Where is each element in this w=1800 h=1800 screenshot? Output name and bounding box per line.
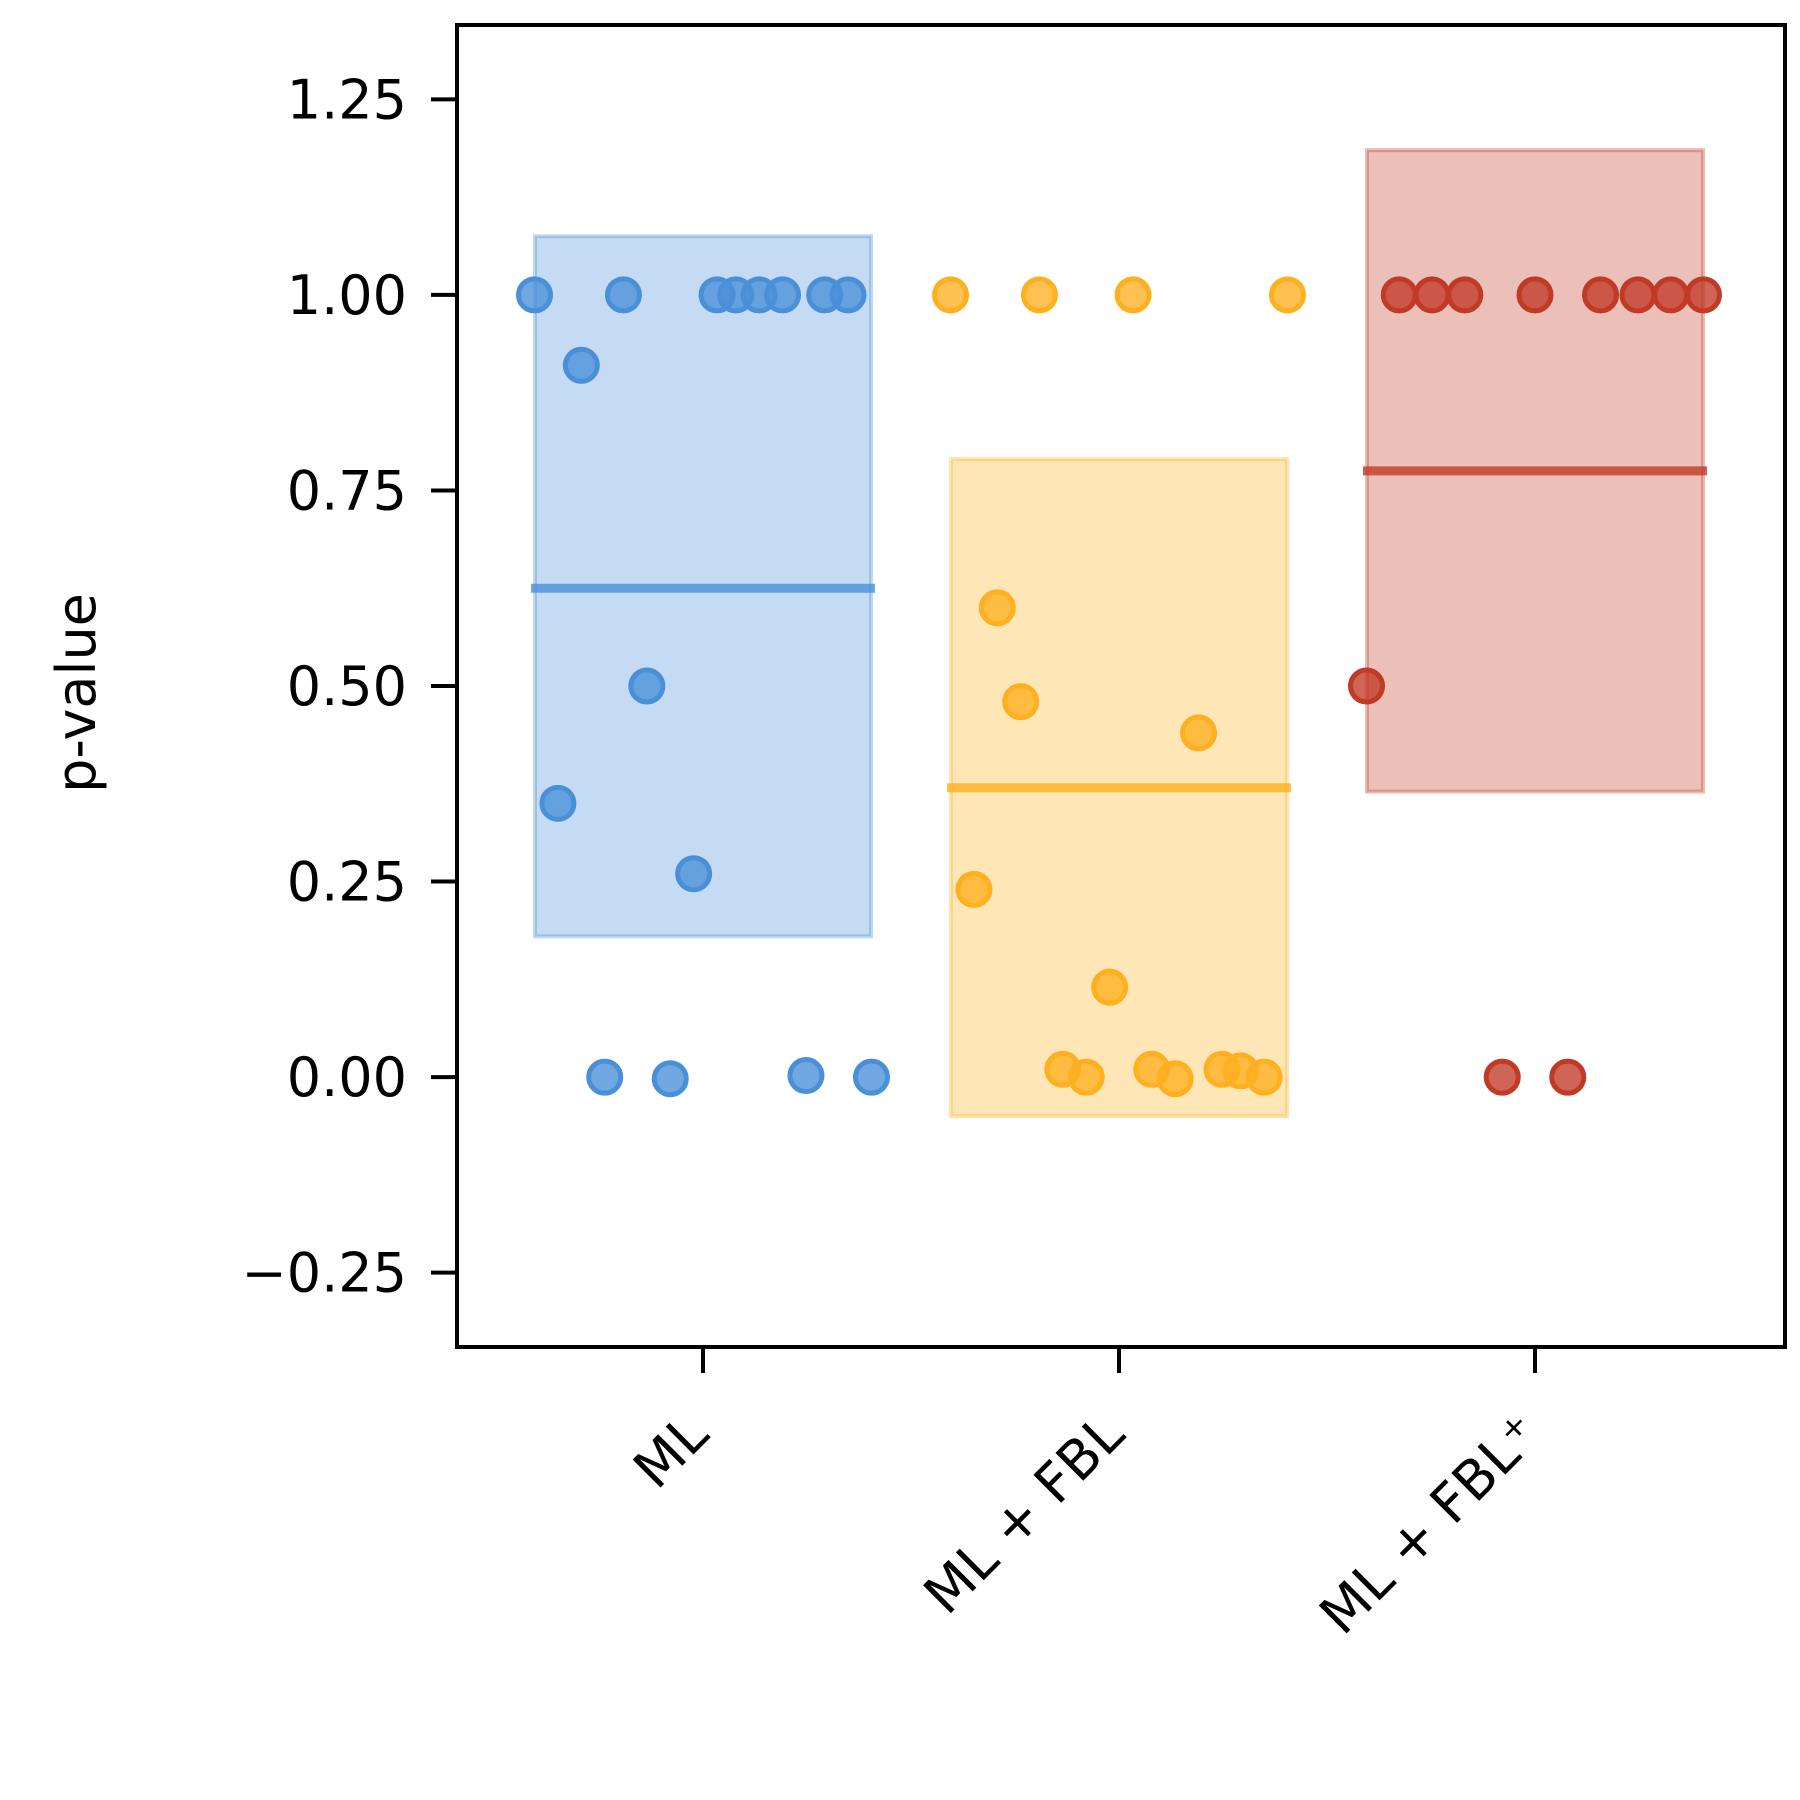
means-layer: [531, 466, 1707, 793]
point-3-6: [1582, 276, 1620, 314]
point-3-8: [1652, 276, 1690, 314]
point-3-4: [1446, 276, 1484, 314]
point-3-10: [1483, 1058, 1521, 1096]
point-2-13: [1156, 1060, 1194, 1098]
point-3-1: [1348, 667, 1386, 705]
point-1-13: [586, 1058, 624, 1096]
y-tick-label: 0.50: [287, 655, 407, 718]
point-3-2: [1380, 276, 1418, 314]
point-1-7: [764, 276, 802, 314]
point-2-4: [1268, 276, 1306, 314]
point-3-9: [1684, 276, 1722, 314]
point-3-5: [1516, 276, 1554, 314]
point-2-5: [978, 589, 1016, 627]
point-1-9: [829, 276, 867, 314]
point-1-12: [675, 855, 713, 893]
x-tick-label: ML: [621, 1402, 720, 1501]
point-1-3: [604, 276, 642, 314]
point-1-1: [516, 276, 554, 314]
point-3-7: [1619, 276, 1657, 314]
point-1-2: [562, 346, 600, 384]
point-2-6: [1002, 683, 1040, 721]
x-tick-label: ML + FBL: [912, 1402, 1136, 1626]
y-tick-label: 0.75: [287, 459, 407, 522]
point-2-9: [1091, 968, 1129, 1006]
y-tick-label: 0.00: [287, 1046, 407, 1109]
point-2-3: [1114, 276, 1152, 314]
point-1-15: [787, 1057, 825, 1095]
point-3-3: [1413, 276, 1451, 314]
point-1-11: [628, 667, 666, 705]
points-layer: [516, 276, 1722, 1098]
point-1-10: [539, 784, 577, 822]
point-2-16: [1245, 1058, 1283, 1096]
y-tick-label: −0.25: [242, 1242, 407, 1305]
y-tick-label: 1.00: [287, 264, 407, 327]
point-1-16: [852, 1058, 890, 1096]
point-2-7: [1180, 714, 1218, 752]
point-2-2: [1020, 276, 1058, 314]
y-axis: −0.25 0.00 0.25 0.50 0.75 1.00 1.25: [242, 68, 457, 1305]
x-tick-label: ML + FBL⁺: [1308, 1402, 1553, 1647]
y-axis-label: p-value: [45, 593, 108, 793]
point-1-14: [651, 1060, 689, 1098]
y-tick-label: 0.25: [287, 851, 407, 914]
point-2-11: [1067, 1058, 1105, 1096]
point-3-11: [1549, 1058, 1587, 1096]
y-tick-label: 1.25: [287, 68, 407, 131]
point-2-8: [955, 870, 993, 908]
x-axis: ML ML + FBL ML + FBL⁺: [621, 1347, 1552, 1646]
point-2-1: [932, 276, 970, 314]
